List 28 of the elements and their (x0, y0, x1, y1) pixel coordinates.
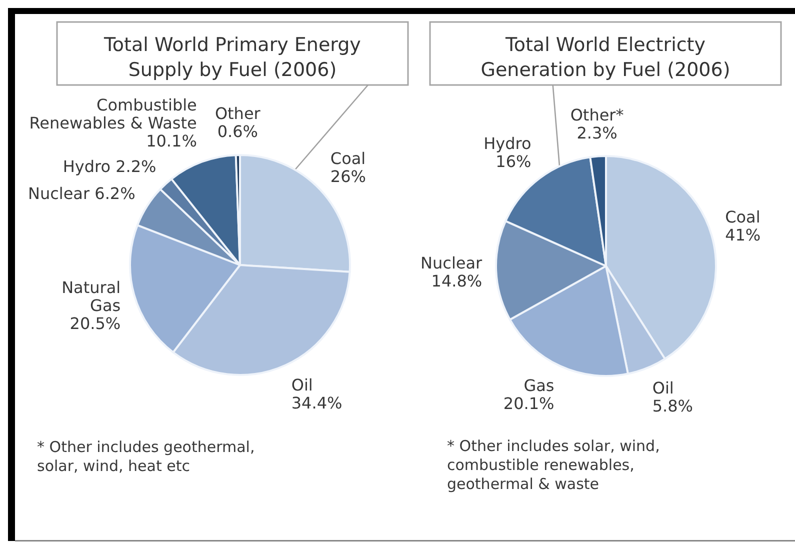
slice-label: Other (214, 104, 261, 124)
text: * Other includes solar, wind, combustible renewables, geothermal & waste (447, 437, 660, 493)
data-label: 20.5% (70, 314, 121, 333)
data-label: 20.1% (503, 394, 554, 414)
slice-label: Other* (570, 105, 624, 124)
slice-label: Natural Gas (62, 278, 121, 315)
chart-title: Total World Electricty Generation by Fuel (2006) (480, 34, 730, 81)
data-label: 0.6% (217, 122, 258, 142)
data-label: 41% (725, 225, 761, 244)
data-label: 14.8% (431, 271, 482, 290)
slice-label: Nuclear 6.2% (28, 184, 136, 203)
slice-label: Coal (725, 207, 760, 226)
slice-label: Combustible Renewables & Waste (29, 95, 197, 132)
text: * Other includes geothermal, solar, wind, heat etc (37, 438, 255, 475)
data-label: 16% (496, 152, 532, 171)
slice-label: Hydro (484, 134, 532, 153)
slice-label: Gas (524, 376, 554, 396)
data-label: 2.3% (576, 123, 618, 142)
slice-label: Oil (652, 378, 674, 398)
data-label: 5.8% (652, 396, 694, 416)
data-label: 10.1% (146, 131, 197, 150)
slice-label: Nuclear (420, 253, 483, 272)
chart-title: Total World Primary Energy Supply by Fuel (2006) (103, 34, 361, 81)
data-label: 34.4% (291, 393, 342, 412)
data-label: 26% (330, 166, 366, 186)
slice-label: Oil (291, 375, 313, 394)
slice-label: Hydro 2.2% (62, 156, 156, 176)
slice-label: Coal (330, 148, 366, 168)
